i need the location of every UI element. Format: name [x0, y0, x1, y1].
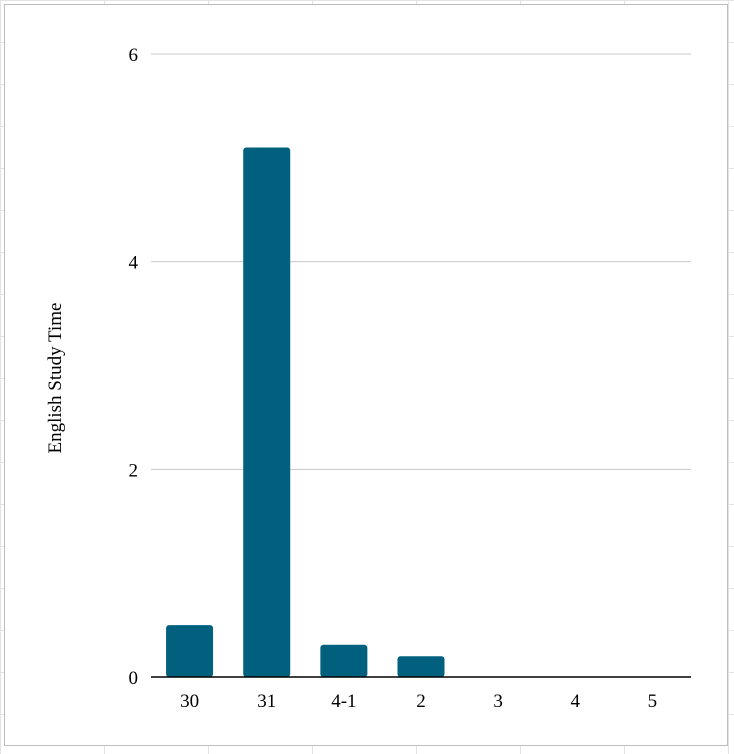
x-tick-label: 31	[257, 691, 276, 712]
x-tick-label: 3	[493, 691, 503, 712]
bar-2	[397, 656, 445, 677]
x-tick-label: 4-1	[331, 691, 356, 712]
bar-31	[243, 147, 291, 677]
y-tick-label: 2	[129, 460, 139, 481]
x-tick-labels: 30 31 4-1 2 3 4 5	[180, 691, 657, 712]
bars	[166, 147, 445, 677]
x-tick-label: 30	[180, 691, 199, 712]
y-tick-label: 0	[129, 668, 139, 689]
y-tick-label: 6	[129, 45, 139, 66]
gridlines	[151, 53, 691, 470]
y-tick-labels: 0 2 4 6	[129, 45, 139, 689]
y-axis-title: English Study Time	[45, 303, 66, 454]
y-tick-label: 4	[129, 253, 139, 274]
x-tick-label: 2	[416, 691, 426, 712]
bar-30	[166, 625, 214, 677]
x-tick-label: 4	[571, 691, 581, 712]
chart-frame	[4, 4, 728, 746]
bar-4-1	[320, 644, 368, 677]
x-tick-label: 5	[648, 691, 658, 712]
